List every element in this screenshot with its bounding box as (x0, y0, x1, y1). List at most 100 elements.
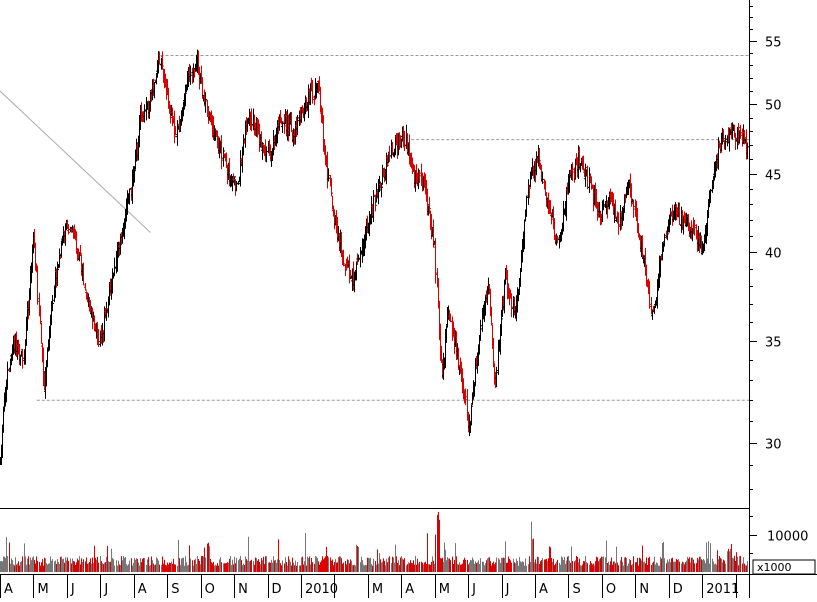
price-bar (550, 212, 553, 225)
price-tick-label: 55 (765, 36, 782, 51)
price-bar (327, 168, 330, 182)
month-label: J (103, 582, 108, 597)
volume-axis-ticks: 10000 x1000 (749, 516, 816, 575)
price-bar (311, 79, 314, 104)
price-bar (648, 280, 651, 309)
volume-tick-label: 10000 (767, 530, 808, 545)
price-bar (153, 81, 156, 99)
price-bar (158, 51, 161, 65)
price-bar (173, 110, 176, 144)
month-label: A (4, 582, 13, 597)
month-label: J (471, 582, 476, 597)
price-bar (171, 107, 174, 127)
price-tick-label: 30 (765, 438, 782, 453)
reference-lines (0, 55, 749, 401)
price-bar (434, 238, 437, 284)
month-label: A (138, 582, 147, 597)
price-bar (330, 178, 333, 196)
price-bar (510, 293, 513, 318)
price-bar (617, 212, 620, 235)
price-bar (67, 224, 70, 235)
price-bar (51, 294, 54, 312)
price-bar (490, 306, 493, 325)
price-bar (560, 229, 563, 242)
price-bar (357, 254, 360, 262)
price-bar (250, 108, 253, 132)
month-label: N (639, 582, 649, 597)
price-bar (462, 378, 465, 400)
price-bar (722, 129, 725, 142)
month-label: S (572, 582, 580, 597)
price-bar (222, 147, 225, 167)
price-bar (598, 201, 601, 218)
price-bar (582, 155, 585, 171)
price-bar (605, 195, 608, 215)
price-bar (541, 171, 544, 184)
price-bar (6, 361, 9, 390)
price-bar (97, 329, 100, 347)
price-bar (372, 190, 375, 223)
price-bar (220, 135, 223, 170)
price-tick-label: 35 (765, 336, 782, 351)
price-bar (174, 126, 177, 136)
price-bar (666, 226, 669, 241)
month-label: D (272, 582, 282, 597)
price-bar (374, 194, 377, 212)
price-bar (495, 366, 498, 388)
month-label: J (505, 582, 510, 597)
price-bar (204, 92, 207, 113)
price-bar (457, 347, 460, 370)
price-bar (337, 225, 340, 242)
volume-multiplier-label: x1000 (757, 561, 792, 574)
price-bar (79, 245, 82, 255)
price-bar (719, 142, 722, 154)
price-bar (525, 195, 528, 217)
price-bar (84, 283, 87, 291)
price-bar (432, 219, 435, 248)
month-label: M (37, 582, 48, 597)
price-bar (82, 262, 85, 286)
price-bar (606, 201, 609, 219)
price-bar (21, 348, 24, 369)
price-bar (663, 233, 666, 247)
price-bar (500, 309, 503, 337)
price-bar (641, 235, 644, 260)
price-bar (678, 202, 681, 226)
price-bar (724, 134, 727, 150)
month-axis: A M J J A S O N D 2010 M A M J J A S O N D 2011 (0, 574, 739, 598)
volume-bars (0, 511, 748, 572)
price-bar (632, 199, 635, 218)
price-bar (571, 162, 574, 181)
month-label: S (171, 582, 179, 597)
price-bar (380, 182, 383, 198)
price-bar (56, 261, 59, 286)
price-tick-label: 40 (765, 247, 782, 262)
price-bar (296, 115, 299, 136)
month-label: M (439, 582, 450, 597)
trend-line (0, 90, 151, 233)
price-bar (359, 246, 362, 268)
price-bar (281, 121, 284, 134)
month-label: D (673, 582, 683, 597)
volume-multiplier-box (752, 559, 816, 575)
price-bar (403, 130, 406, 151)
price-bar (189, 65, 192, 85)
month-label: M (372, 582, 383, 597)
price-axis-ticks: 55 50 45 40 35 30 (749, 6, 782, 490)
price-bar (113, 257, 116, 277)
price-bars (0, 49, 749, 466)
price-bar (128, 188, 131, 205)
price-bar (508, 288, 511, 306)
price-bar (746, 142, 749, 160)
price-bar (538, 147, 541, 169)
price-tick-label: 50 (765, 99, 782, 114)
price-bar (133, 166, 136, 183)
month-label: A (539, 582, 548, 597)
month-label: N (238, 582, 248, 597)
price-bar (184, 84, 187, 107)
month-label: O (606, 582, 616, 597)
price-bar (586, 165, 589, 190)
price-tick-label: 45 (765, 169, 782, 184)
